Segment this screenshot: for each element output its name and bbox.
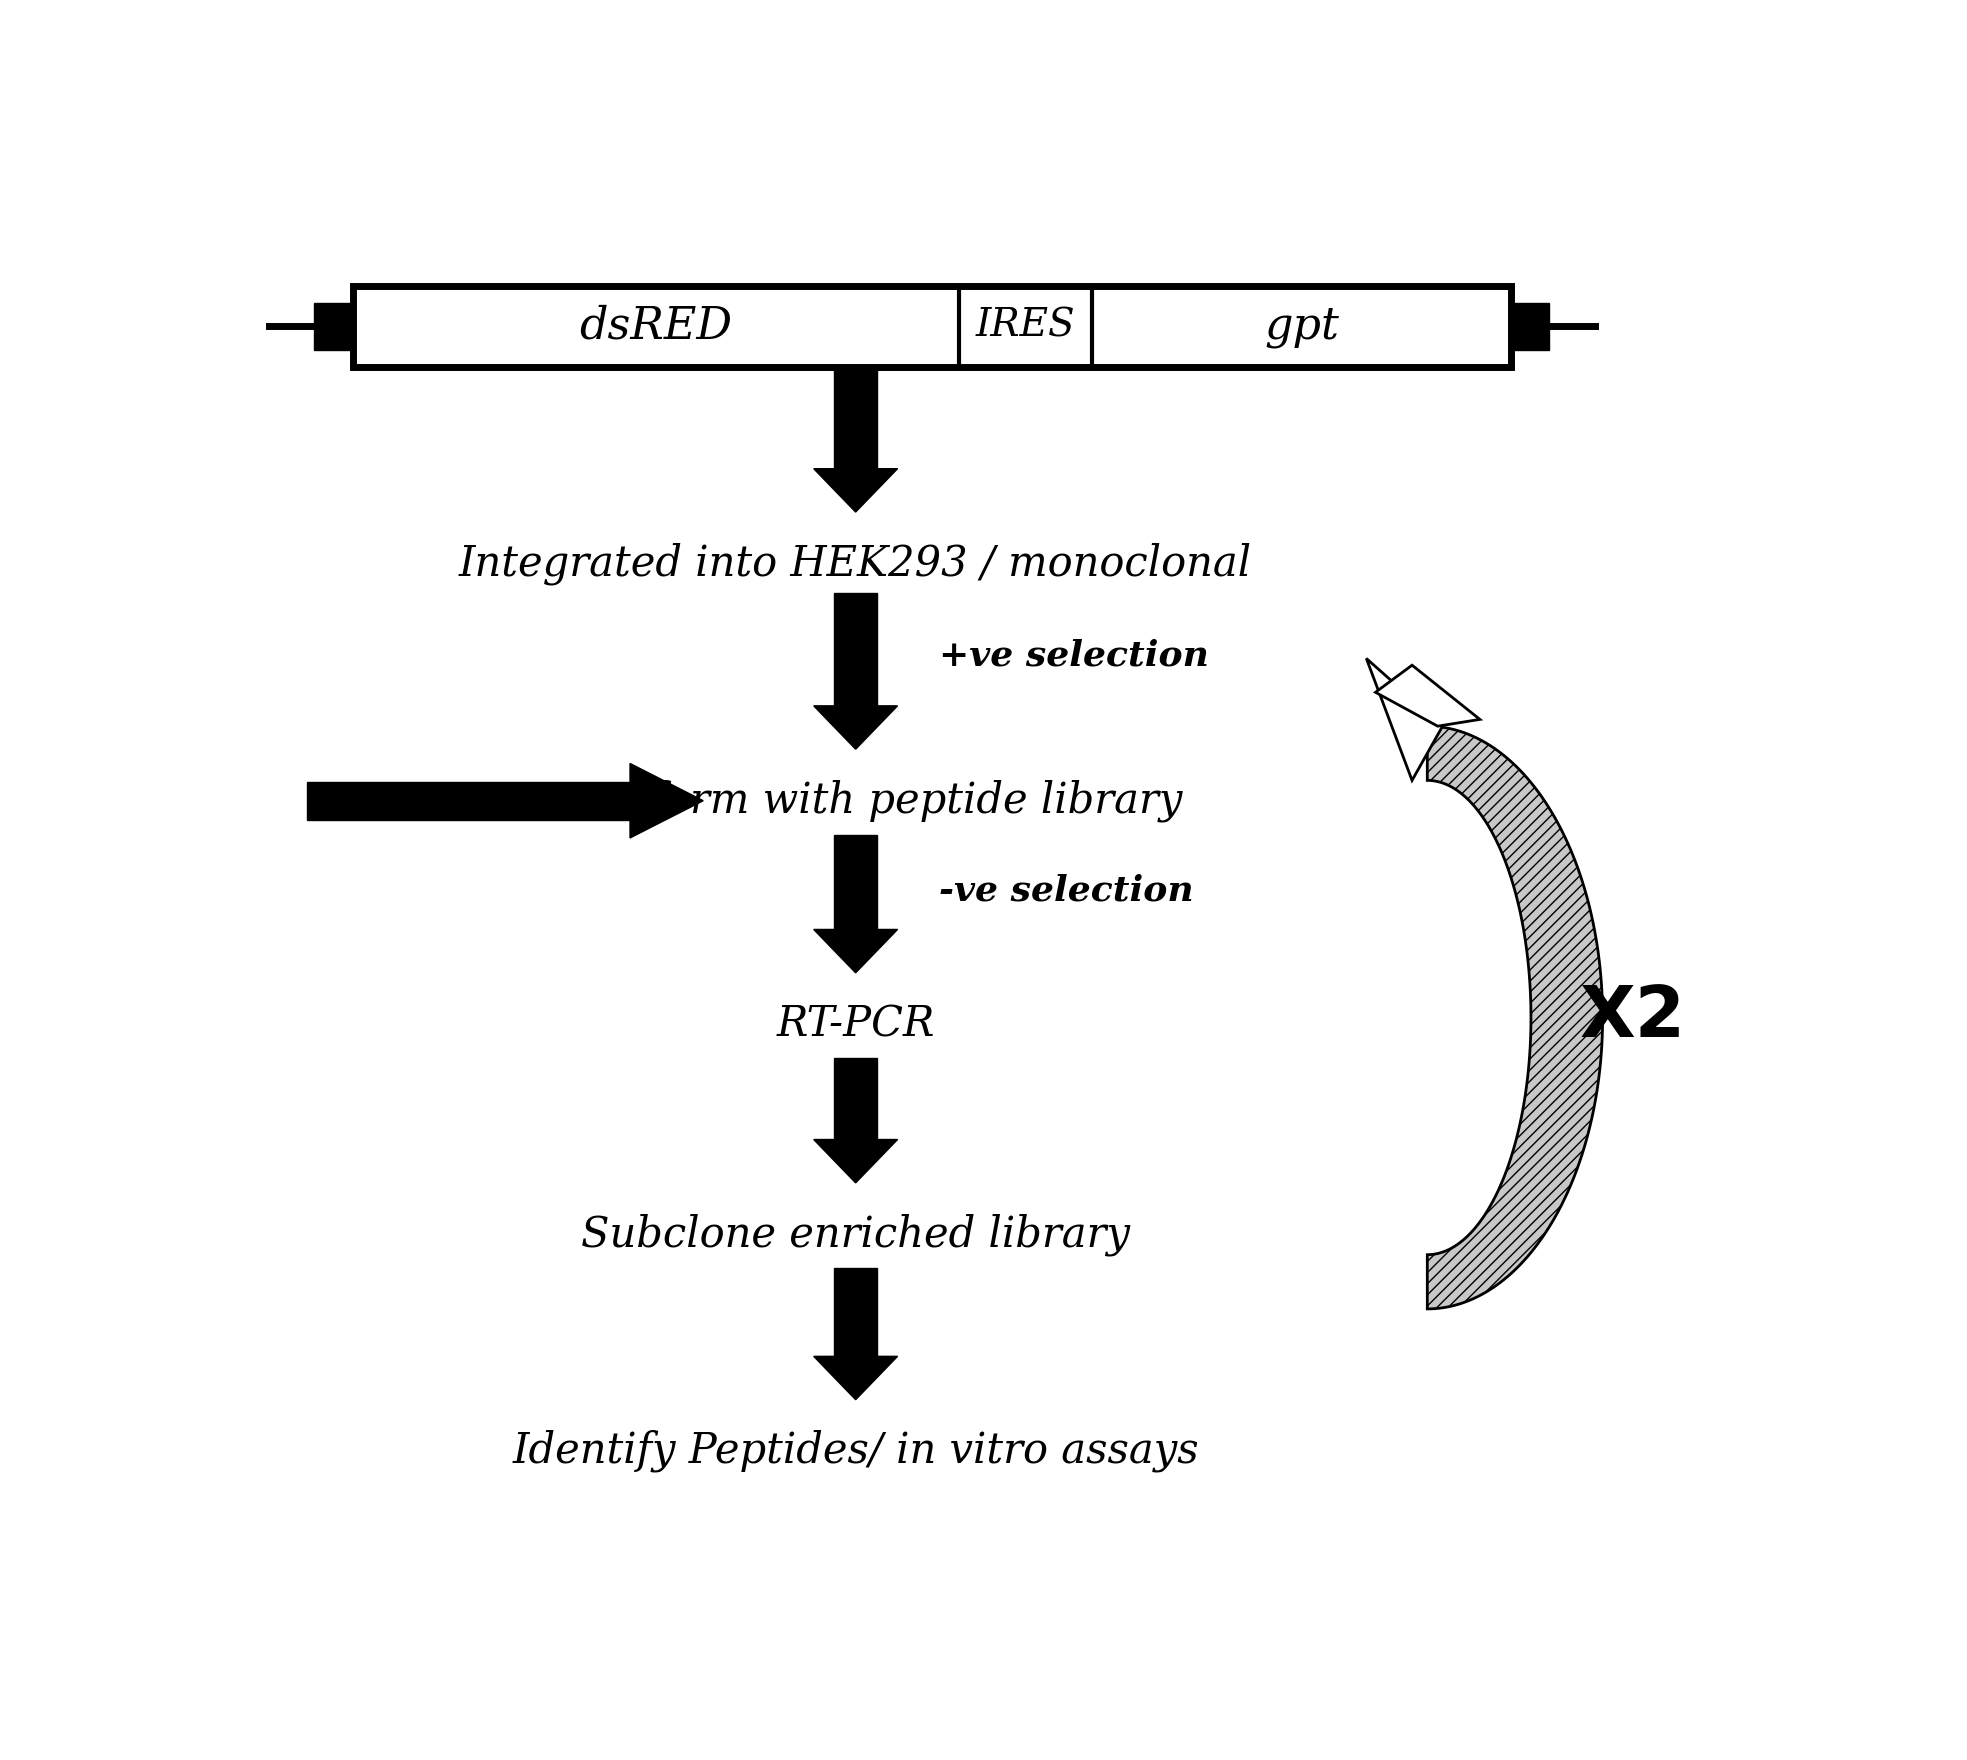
Polygon shape [814, 1357, 897, 1399]
Bar [352, 285, 1511, 368]
Text: dsRED: dsRED [580, 304, 732, 348]
Polygon shape [1367, 658, 1442, 780]
Text: Subclone enriched library: Subclone enriched library [580, 1213, 1131, 1255]
Polygon shape [1428, 727, 1603, 1309]
Polygon shape [1375, 665, 1479, 727]
Polygon shape [814, 706, 897, 750]
Bar [834, 370, 877, 468]
Polygon shape [814, 1139, 897, 1183]
Polygon shape [629, 764, 704, 838]
Bar [834, 1269, 877, 1357]
Bar [315, 303, 352, 350]
Polygon shape [814, 929, 897, 973]
Text: X2: X2 [1580, 984, 1686, 1052]
Polygon shape [814, 468, 897, 512]
Text: Identify Peptides/ in vitro assays: Identify Peptides/ in vitro assays [511, 1429, 1200, 1473]
Text: gpt: gpt [1265, 304, 1340, 348]
Bar [307, 781, 629, 820]
Text: Transform with peptide library: Transform with peptide library [529, 780, 1182, 822]
Bar [1511, 303, 1550, 350]
Text: RT-PCR: RT-PCR [777, 1003, 934, 1045]
Text: -ve selection: -ve selection [940, 873, 1194, 906]
Text: IRES: IRES [976, 308, 1076, 345]
Bar [834, 834, 877, 929]
Bar [834, 1058, 877, 1139]
Text: +ve selection: +ve selection [940, 639, 1210, 672]
Text: Integrated into HEK293 / monoclonal: Integrated into HEK293 / monoclonal [458, 542, 1253, 584]
Bar [834, 593, 877, 706]
